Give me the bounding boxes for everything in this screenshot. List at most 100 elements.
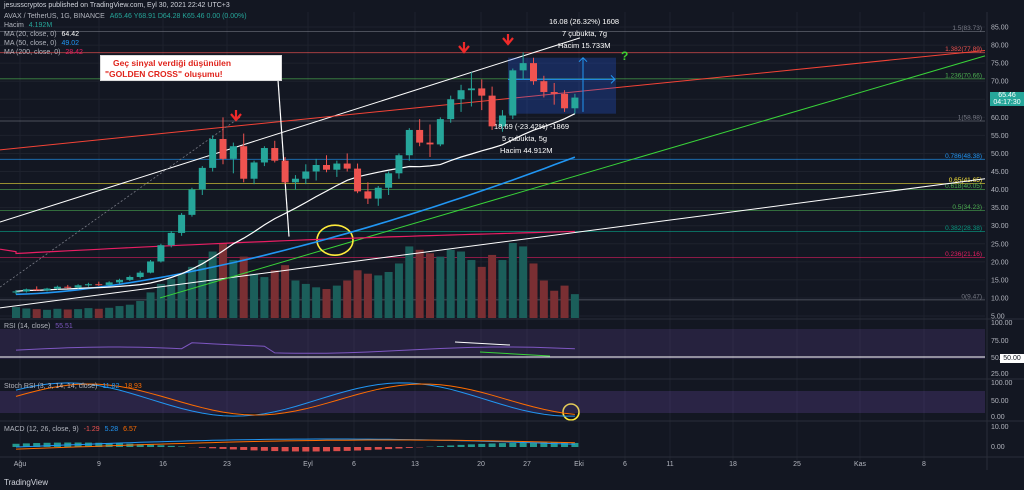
candle-body [436, 119, 444, 145]
rsi-title-row[interactable]: RSI (14, close) 55.51 [4, 323, 73, 330]
volume-bar [322, 289, 331, 318]
legend-ma200-label: MA (200, close, 0) [4, 49, 61, 56]
macd-signal: 6.57 [123, 426, 137, 433]
candle-body [343, 163, 351, 169]
candle-body [478, 88, 486, 96]
volume-bar [239, 256, 248, 318]
last-price-badge: 65.46 04:17:30 [990, 92, 1024, 106]
fib-level-label: 0.618(40.05) [945, 183, 982, 190]
publish-header: jesusscryptos published on TradingView.c… [0, 0, 1024, 12]
rsi-axis-label: 50.00 [991, 355, 1009, 362]
volume-bar [550, 290, 559, 318]
legend-volume-label: Hacim [4, 22, 24, 29]
tradingview-logo[interactable]: TradingView [4, 478, 48, 487]
legend-ma200-row[interactable]: MA (200, close, 0) 28.42 [4, 49, 83, 56]
candle-body [488, 95, 496, 127]
macd-hist-bar [478, 443, 486, 447]
time-tick-label: 16 [159, 461, 167, 468]
volume-bar [260, 277, 269, 318]
macd-hist-bar [540, 442, 548, 447]
volume-bars [12, 243, 579, 318]
macd-hist-bar [405, 447, 413, 448]
volume-bar [167, 278, 176, 318]
time-tick-label: 23 [223, 461, 231, 468]
legend-ma20-row[interactable]: MA (20, close, 0) 64.42 [4, 31, 79, 38]
note-pointer-line [277, 79, 290, 237]
price-tick-label: 80.00 [991, 43, 1009, 50]
stoch-axis-label: 100.00 [991, 380, 1013, 387]
stoch-k: 11.82 [102, 383, 120, 390]
volume-bar [353, 270, 362, 318]
measure-top-line2: 7 çubukta, 7g [562, 29, 608, 38]
macd-hist-bar [457, 444, 465, 447]
candle-body [374, 187, 382, 199]
candle-body [22, 289, 30, 292]
legend-ma200-value: 28.42 [65, 49, 83, 56]
volume-bar [405, 246, 414, 318]
volume-bar [22, 308, 31, 318]
publisher-text: jesusscryptos published on TradingView.c… [4, 2, 230, 9]
volume-bar [570, 294, 579, 318]
time-tick-label: 13 [411, 461, 419, 468]
volume-bar [363, 273, 372, 318]
volume-bar [136, 300, 145, 318]
volume-bar [374, 275, 383, 318]
measure-bottom-line3: Hacim 44.912M [500, 146, 553, 155]
price-axis: 85.0080.0075.0070.0065.0060.0055.0050.00… [991, 25, 1013, 452]
time-tick-label: 18 [729, 461, 737, 468]
fib-level-label: 1.236(70.66) [945, 72, 982, 79]
rsi-line [15, 342, 575, 354]
price-tick-label: 50.00 [991, 151, 1009, 158]
candle-body [260, 148, 268, 163]
macd-title-row[interactable]: MACD (12, 26, close, 9) -1.29 5.28 6.57 [4, 426, 137, 433]
golden-cross-note[interactable]: Geç sinyal verdiği düşünülen "GOLDEN CRO… [100, 55, 282, 81]
macd-hist-bar [333, 447, 341, 452]
volume-bar [426, 253, 434, 318]
candle-body [364, 191, 372, 199]
macd-hist-bar [22, 443, 30, 447]
volume-bar [105, 307, 114, 318]
candle-body [519, 63, 527, 71]
time-tick-label: Eyl [303, 461, 313, 468]
volume-bar [229, 260, 238, 318]
macd-hist-bar [343, 447, 351, 451]
rsi-value: 55.51 [55, 323, 73, 330]
macd-hist-bar [178, 446, 186, 447]
volume-bar [560, 285, 569, 318]
rsi-axis-label: 75.00 [991, 338, 1009, 345]
note-line-1: Geç sinyal verdiği düşünülen [113, 58, 232, 68]
candle-body [188, 189, 196, 215]
candle-body [447, 99, 455, 120]
white-support-line [0, 178, 986, 309]
candle-body [12, 291, 20, 293]
macd-hist-bar [488, 443, 496, 447]
candle-body [240, 146, 248, 179]
candle-body [116, 279, 123, 283]
price-tick-label: 40.00 [991, 187, 1009, 194]
volume-bar [74, 309, 83, 318]
candle-body [498, 115, 506, 127]
macd-hist-bar [12, 443, 20, 447]
volume-bar [250, 273, 259, 318]
price-tick-label: 35.00 [991, 205, 1009, 212]
fib-level-label: 0.65(41.65) [949, 177, 982, 184]
legend-ma50-row[interactable]: MA (50, close, 0) 49.02 [4, 40, 79, 47]
volume-bar [446, 249, 455, 318]
candle-body [250, 162, 258, 179]
measure-bottom-line2: 5 çubukta, 5g [502, 134, 548, 143]
rsi-axis-label: 100.00 [991, 320, 1013, 327]
rsi-axis-label: 25.00 [991, 371, 1009, 378]
macd-line: 5.28 [104, 426, 119, 433]
volume-bar [156, 283, 165, 318]
rsi-divergence-white [454, 341, 511, 346]
volume-bar [12, 307, 20, 318]
stoch-k-line [15, 382, 575, 417]
macd-hist-bar [250, 447, 258, 451]
macd-hist-bar [157, 445, 165, 447]
price-tick-label: 30.00 [991, 223, 1009, 230]
macd-hist-bar [271, 447, 279, 452]
stoch-title-row[interactable]: Stoch RSI (3, 3, 14, 14, close) 11.82 18… [4, 383, 142, 390]
volume-bar [508, 243, 517, 318]
candle-body [426, 142, 434, 145]
